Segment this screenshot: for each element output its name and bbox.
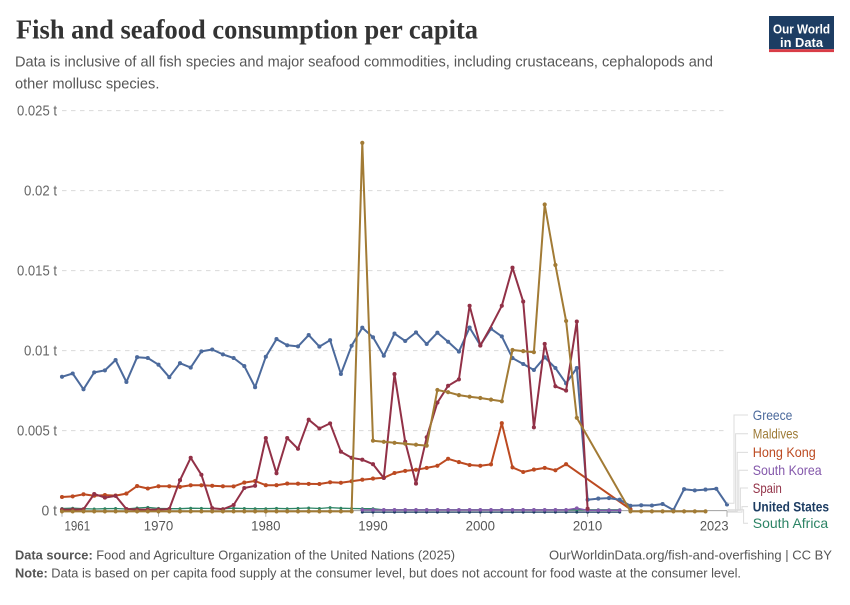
svg-text:Spain: Spain	[753, 481, 782, 496]
svg-text:in Data: in Data	[780, 35, 824, 50]
svg-text:2010: 2010	[573, 518, 603, 534]
svg-text:Data is inclusive of all fish: Data is inclusive of all fish species an…	[15, 55, 713, 71]
svg-text:0.02 t: 0.02 t	[24, 184, 57, 200]
svg-text:Data source: Food and Agricult: Data source: Food and Agriculture Organi…	[15, 548, 455, 563]
svg-text:United States: United States	[753, 499, 830, 514]
svg-text:0 t: 0 t	[42, 504, 58, 520]
svg-text:1970: 1970	[144, 518, 174, 534]
svg-text:2023: 2023	[700, 518, 729, 534]
svg-text:other mollusc species.: other mollusc species.	[15, 77, 159, 93]
svg-text:Greece: Greece	[753, 408, 793, 423]
svg-text:0.025 t: 0.025 t	[17, 104, 57, 120]
svg-text:0.015 t: 0.015 t	[17, 264, 57, 280]
svg-text:0.005 t: 0.005 t	[17, 424, 57, 440]
svg-text:OurWorldinData.org/fish-and-ov: OurWorldinData.org/fish-and-overfishing …	[549, 548, 832, 563]
svg-text:0.01 t: 0.01 t	[24, 344, 57, 360]
svg-text:1961: 1961	[65, 518, 91, 534]
svg-text:South Africa: South Africa	[753, 516, 829, 531]
svg-text:2000: 2000	[466, 518, 496, 534]
svg-text:Hong Kong: Hong Kong	[753, 445, 816, 460]
svg-text:Our World: Our World	[773, 22, 830, 37]
svg-text:South Korea: South Korea	[753, 463, 822, 478]
svg-text:Fish and seafood consumption p: Fish and seafood consumption per capita	[16, 15, 478, 45]
svg-text:1980: 1980	[251, 518, 281, 534]
svg-text:Maldives: Maldives	[753, 427, 799, 442]
svg-text:Note: Data is based on per cap: Note: Data is based on per capita food s…	[15, 566, 741, 581]
svg-text:1990: 1990	[358, 518, 388, 534]
